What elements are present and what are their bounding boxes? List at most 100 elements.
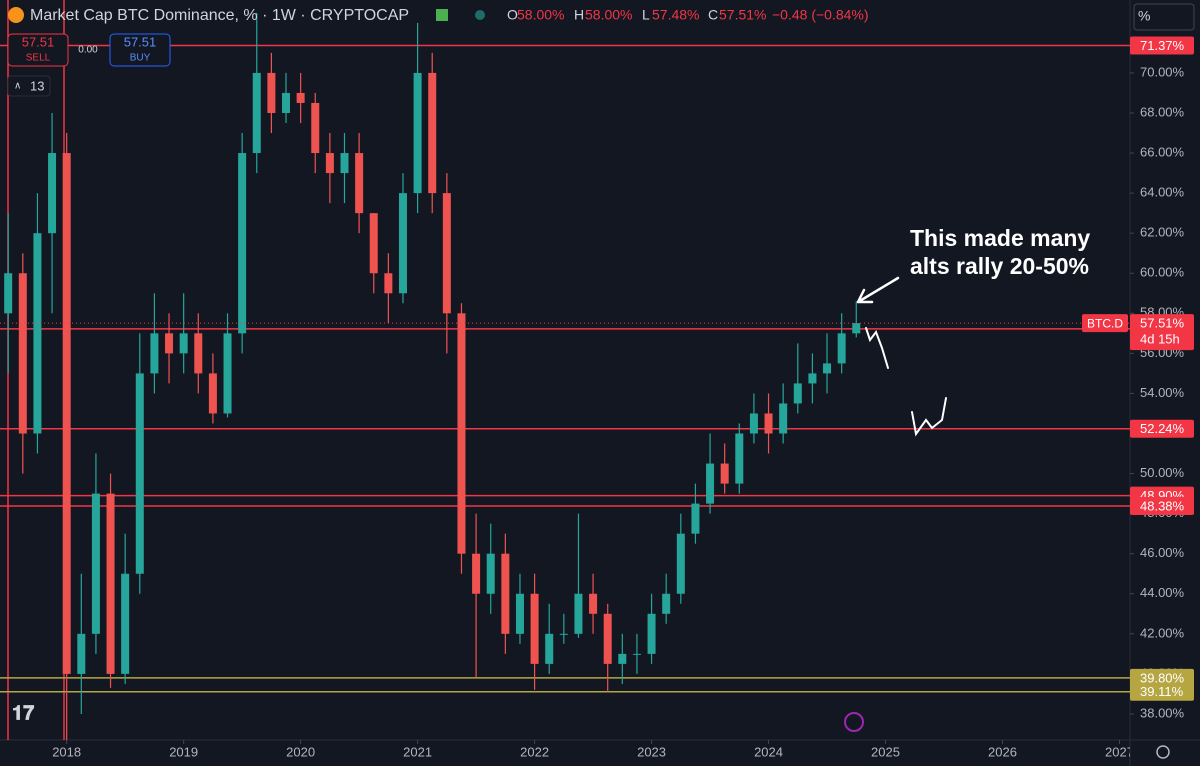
x-tick-label: 2018	[52, 744, 81, 759]
candle-body	[486, 553, 495, 594]
level-label: 39.11%	[1140, 684, 1184, 699]
ohlc-key: C	[708, 7, 718, 23]
x-tick-label: 2027	[1105, 744, 1134, 759]
candle-body	[355, 153, 364, 214]
unit-box[interactable]	[1133, 3, 1195, 31]
candle-body	[238, 153, 247, 334]
level-label-box	[1130, 668, 1194, 687]
candle-body	[398, 193, 407, 294]
plot-area	[0, 0, 1130, 740]
level-label-box	[1130, 36, 1194, 55]
event-icon[interactable]	[844, 712, 864, 732]
ohlc-value: 57.51%	[719, 7, 766, 23]
candle-body	[837, 333, 846, 364]
drawings: This made many alts rally 20-50%	[856, 225, 1090, 437]
candle-body	[808, 373, 817, 384]
x-tick-label: 2024	[754, 744, 783, 759]
y-tick-label: 70.00%	[1140, 64, 1185, 79]
sell-price: 57.51	[22, 34, 55, 49]
candle-body	[77, 633, 86, 674]
candle-body	[18, 273, 27, 434]
indicators-count: 13	[30, 78, 44, 93]
x-tick-label: 2023	[637, 744, 666, 759]
symbol-icon	[8, 7, 24, 23]
candle-body	[574, 593, 583, 634]
y-tick-label: 42.00%	[1140, 625, 1185, 640]
candle-body	[384, 273, 393, 294]
candle-body	[135, 373, 144, 574]
candle-body	[662, 593, 671, 614]
squiggle	[911, 397, 947, 437]
settings-icon[interactable]	[1156, 745, 1170, 759]
candle-body	[165, 333, 174, 354]
y-tick-label: 64.00%	[1140, 185, 1185, 200]
level-label-box	[1130, 682, 1194, 701]
candle-body	[545, 633, 554, 664]
sell-button[interactable]	[7, 33, 69, 67]
ohlc-value: 57.48%	[652, 7, 699, 23]
candle-body	[691, 503, 700, 534]
candle-body	[472, 553, 481, 594]
candle-body	[208, 373, 217, 414]
level-label: 71.37%	[1140, 38, 1185, 53]
candle-body	[33, 233, 42, 434]
candle-body	[428, 72, 437, 194]
candle-body	[413, 72, 422, 194]
indicators-toggle[interactable]	[7, 75, 51, 97]
price-name: BTC.D	[1087, 316, 1123, 330]
candle-body	[252, 72, 261, 154]
buy-button[interactable]	[109, 33, 171, 67]
level-label: 52.24%	[1140, 421, 1185, 436]
level-label-box	[1130, 497, 1194, 516]
candle-body	[852, 323, 861, 334]
ohlc-key: O	[507, 7, 518, 23]
candle-body	[311, 102, 320, 154]
candle-body	[4, 273, 13, 314]
candle-body	[282, 92, 291, 113]
sell-label: SELL	[26, 53, 51, 64]
y-tick-label: 50.00%	[1140, 465, 1185, 480]
symbol-title: Market Cap BTC Dominance, % · 1W · CRYPT…	[30, 7, 409, 24]
status-dot	[475, 10, 485, 20]
candle-body	[179, 333, 188, 354]
buy-price: 57.51	[124, 34, 157, 49]
y-tick-label: 62.00%	[1140, 225, 1185, 240]
candle-body	[559, 633, 568, 635]
candle-body	[706, 463, 715, 504]
candle-body	[647, 613, 656, 654]
y-tick-label: 60.00%	[1140, 265, 1185, 280]
candle-body	[62, 153, 71, 674]
header: Market Cap BTC Dominance, % · 1W · CRYPT…	[7, 3, 1195, 759]
price-countdown: 4d 15h	[1140, 332, 1180, 347]
candle-body	[632, 653, 641, 655]
market-flag	[436, 9, 448, 21]
annotation: This made many	[910, 225, 1090, 251]
y-tick-label: 68.00%	[1140, 104, 1185, 119]
y-tick-label: 46.00%	[1140, 545, 1185, 560]
candle-body	[589, 593, 598, 614]
candle-body	[530, 593, 539, 664]
ohlc-key: H	[574, 7, 584, 23]
x-tick-label: 2022	[520, 744, 549, 759]
level-label-box	[1130, 419, 1194, 438]
time-axis: 2018 2019 2020 2021 2022 2023 2024 2025 2026 2027	[52, 740, 1134, 759]
logo: 𝟏𝟕	[12, 702, 34, 724]
candle-body	[735, 433, 744, 484]
annotation: alts rally 20-50%	[910, 253, 1089, 279]
candle-body	[48, 153, 57, 234]
candle-body	[150, 333, 159, 374]
arrow	[856, 276, 900, 304]
candle-body	[106, 493, 115, 674]
squiggle	[865, 327, 889, 369]
candle-body	[442, 193, 451, 314]
change: −0.48 (−0.84%)	[772, 7, 869, 23]
x-tick-label: 2020	[286, 744, 315, 759]
unit: %	[1138, 8, 1150, 24]
y-tick-label: 66.00%	[1140, 144, 1185, 159]
x-tick-label: 2026	[988, 744, 1017, 759]
ohlc-value: 58.00%	[585, 7, 632, 23]
candle-body	[823, 363, 832, 374]
